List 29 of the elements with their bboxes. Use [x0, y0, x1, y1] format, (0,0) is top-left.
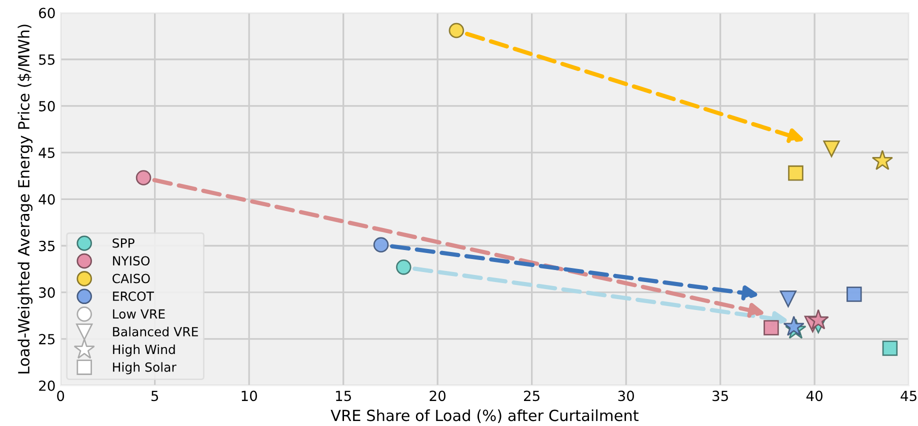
- y-tick-label: 20: [39, 380, 55, 392]
- x-tick-label: 30: [618, 390, 634, 402]
- y-tick-label: 30: [39, 287, 55, 298]
- y-tick-label: 40: [38, 194, 55, 205]
- x-tick-label: 10: [242, 390, 257, 402]
- legend-label: Low VRE: [113, 309, 165, 319]
- x-tick-label: 20: [430, 390, 446, 402]
- y-tick-label: 45: [38, 148, 55, 158]
- x-axis-title: VRE Share of Load (%) after Curtailment: [330, 409, 638, 424]
- y-tick-label: 60: [39, 8, 55, 18]
- legend-label: CAISO: [112, 274, 150, 284]
- legend-label: ERCOT: [113, 292, 154, 301]
- legend-label: NYISO: [113, 256, 150, 266]
- x-tick-label: 45: [900, 390, 916, 402]
- legend-label: SPP: [112, 238, 134, 248]
- x-tick-label: 35: [712, 390, 728, 402]
- legend-label: High Solar: [113, 362, 176, 374]
- legend-label: Balanced VRE: [113, 326, 198, 336]
- x-tick-label: 0: [57, 390, 64, 402]
- x-tick-label: 25: [524, 390, 540, 402]
- y-tick-label: 55: [39, 54, 55, 65]
- x-tick-label: 5: [151, 390, 158, 402]
- y-tick-label: 50: [39, 100, 55, 112]
- x-tick-label: 15: [336, 390, 351, 402]
- y-tick-label: 25: [39, 334, 55, 344]
- y-axis-title: Load-Weighted Average Energy Price ($/MWh): [18, 24, 32, 374]
- x-tick-label: 40: [806, 390, 822, 402]
- y-tick-label: 35: [39, 240, 55, 252]
- legend-label: High Wind: [113, 344, 175, 357]
